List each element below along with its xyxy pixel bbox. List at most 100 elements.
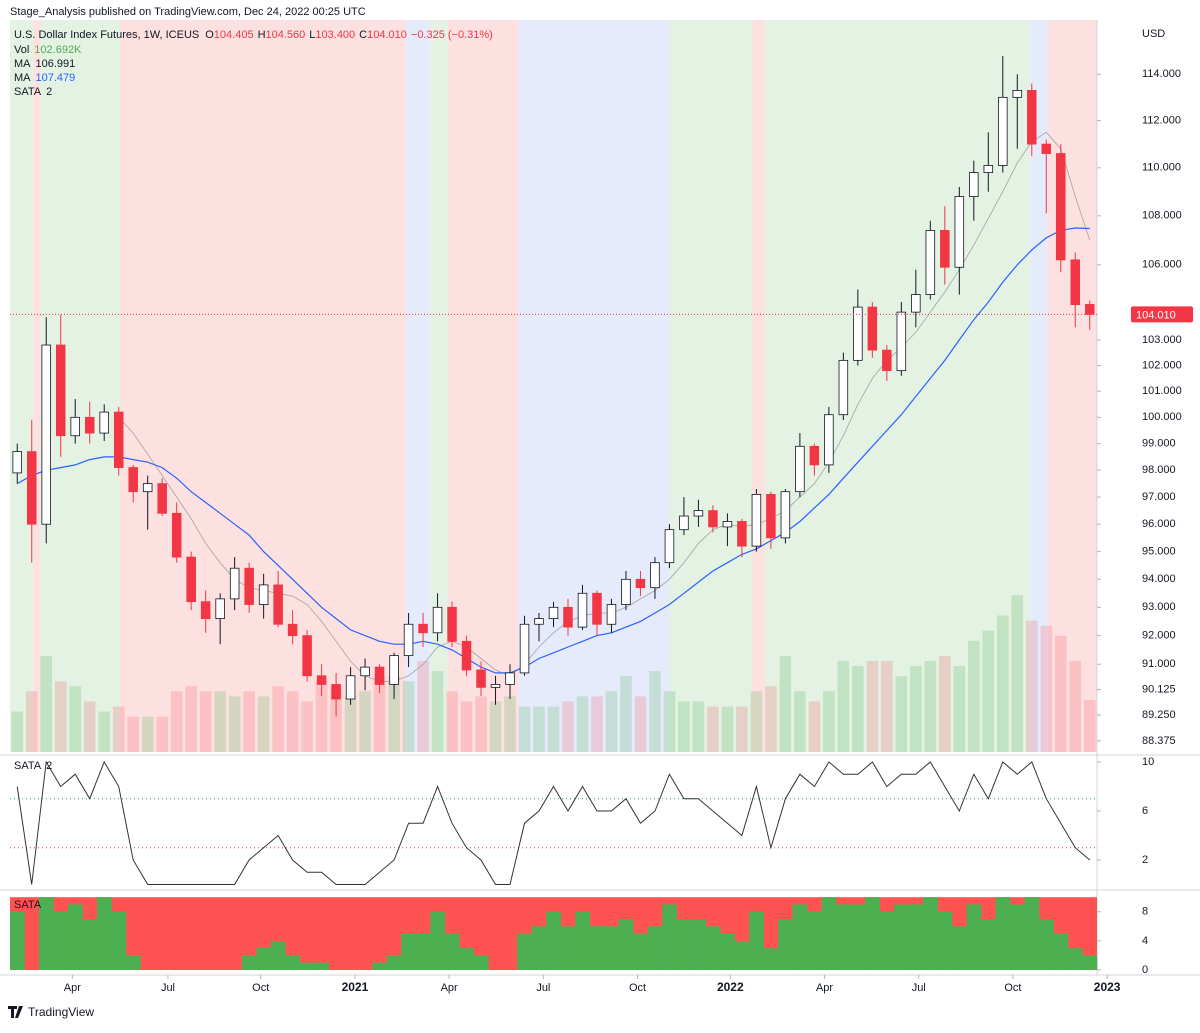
legend-item: C xyxy=(359,29,367,41)
x-tick-label: Oct xyxy=(252,982,269,994)
volume-bar xyxy=(98,711,111,752)
candle-body xyxy=(940,230,950,268)
legend-item: 104.405 xyxy=(214,29,254,41)
volume-bar xyxy=(924,661,937,752)
candle-body xyxy=(853,306,863,361)
y-tick-label: 102.000 xyxy=(1142,359,1182,371)
candle-body xyxy=(954,196,965,268)
x-tick-label: Oct xyxy=(629,982,646,994)
y-tick-label: 94.000 xyxy=(1142,573,1176,585)
candle-body xyxy=(215,598,225,620)
candle-body xyxy=(780,491,791,539)
legend-item: H xyxy=(258,29,266,41)
volume-bar xyxy=(939,655,951,752)
heat-column xyxy=(821,897,837,970)
heat-tick-label: 4 xyxy=(1142,935,1148,947)
volume-bar xyxy=(69,686,82,752)
y-tick-label: 96.000 xyxy=(1142,518,1176,530)
legend-item: MA xyxy=(14,58,31,70)
volume-bar xyxy=(228,696,241,752)
candle-body xyxy=(476,669,486,688)
volume-bar xyxy=(40,655,53,752)
y-tick-label: 88.375 xyxy=(1142,735,1176,747)
volume-bar xyxy=(185,686,197,752)
volume-bar xyxy=(1054,635,1067,752)
last-price-label: 104.010 xyxy=(1136,309,1176,321)
stage-band xyxy=(1030,20,1048,752)
volume-bar xyxy=(547,706,560,752)
heat-column xyxy=(372,962,388,970)
volume-bar xyxy=(431,671,444,752)
y-tick-label: 112.000 xyxy=(1142,115,1181,127)
candle-body xyxy=(374,666,385,685)
heat-column xyxy=(1010,904,1025,970)
volume-bar xyxy=(968,640,980,752)
volume-bar xyxy=(736,706,748,752)
candle-body xyxy=(896,311,907,372)
legend-item: 104.560 xyxy=(266,29,306,41)
legend-item: U.S. Dollar Index Futures, 1W, ICEUS xyxy=(14,29,199,41)
candle-body xyxy=(722,521,733,528)
candle-body xyxy=(650,562,660,589)
legend-item: MA xyxy=(14,72,31,84)
stage-band xyxy=(33,20,41,752)
candle-body xyxy=(389,655,399,685)
heat-column xyxy=(531,926,547,970)
candle-body xyxy=(824,414,834,466)
heat-column xyxy=(459,948,475,970)
y-tick-label: 106.000 xyxy=(1142,259,1182,271)
heat-column xyxy=(850,904,866,970)
candle-body xyxy=(1085,304,1095,315)
candle-body xyxy=(84,416,95,434)
candle-body xyxy=(273,584,283,625)
heat-column xyxy=(894,904,909,970)
candle-body xyxy=(12,451,22,474)
volume-bar xyxy=(895,676,908,752)
stage-band xyxy=(120,20,406,752)
volume-bar xyxy=(910,666,922,752)
candle-body xyxy=(693,510,704,517)
candle-body xyxy=(534,618,544,625)
candle-body xyxy=(316,675,327,685)
sata-line xyxy=(16,760,1091,885)
volume-bar xyxy=(330,686,342,752)
heat-column xyxy=(662,904,677,970)
volume-bar xyxy=(112,706,125,752)
y-tick-label: 108.000 xyxy=(1142,210,1182,222)
heat-column xyxy=(53,911,69,970)
y-tick-label: 90.125 xyxy=(1142,683,1176,695)
candle-body xyxy=(258,584,269,605)
heat-column xyxy=(111,911,127,970)
volume-bar xyxy=(301,701,313,752)
volume-bar xyxy=(794,691,806,752)
x-tick-label: Apr xyxy=(64,982,81,994)
volume-bar xyxy=(663,691,676,752)
candle-body xyxy=(838,359,849,416)
volume-bar xyxy=(982,630,995,752)
candle-body xyxy=(795,445,805,493)
plot xyxy=(11,55,1096,752)
heat-column xyxy=(952,926,967,970)
candle-body xyxy=(461,640,472,671)
candle-body xyxy=(766,493,776,539)
heat-column xyxy=(778,919,793,970)
stage-band xyxy=(669,20,753,752)
candle-body xyxy=(447,606,457,642)
volume-bar xyxy=(823,691,835,752)
volume-bar xyxy=(808,701,821,752)
candle-body xyxy=(418,623,428,634)
candle-body xyxy=(983,165,994,173)
volume-bar xyxy=(344,696,357,752)
legend-item: −0.325 (−0.31%) xyxy=(411,29,493,41)
volume-bar xyxy=(286,691,299,752)
legend-item: O xyxy=(205,29,214,41)
heat-column xyxy=(415,933,431,970)
heat-column xyxy=(807,911,822,970)
heat-column xyxy=(908,904,924,970)
legend-item: 102.692K xyxy=(34,44,82,56)
x-tick-label: 2021 xyxy=(342,980,369,994)
volume-bar xyxy=(721,706,734,752)
candle-body xyxy=(55,344,66,437)
volume-bar xyxy=(460,701,473,752)
volume-bar xyxy=(170,691,183,752)
